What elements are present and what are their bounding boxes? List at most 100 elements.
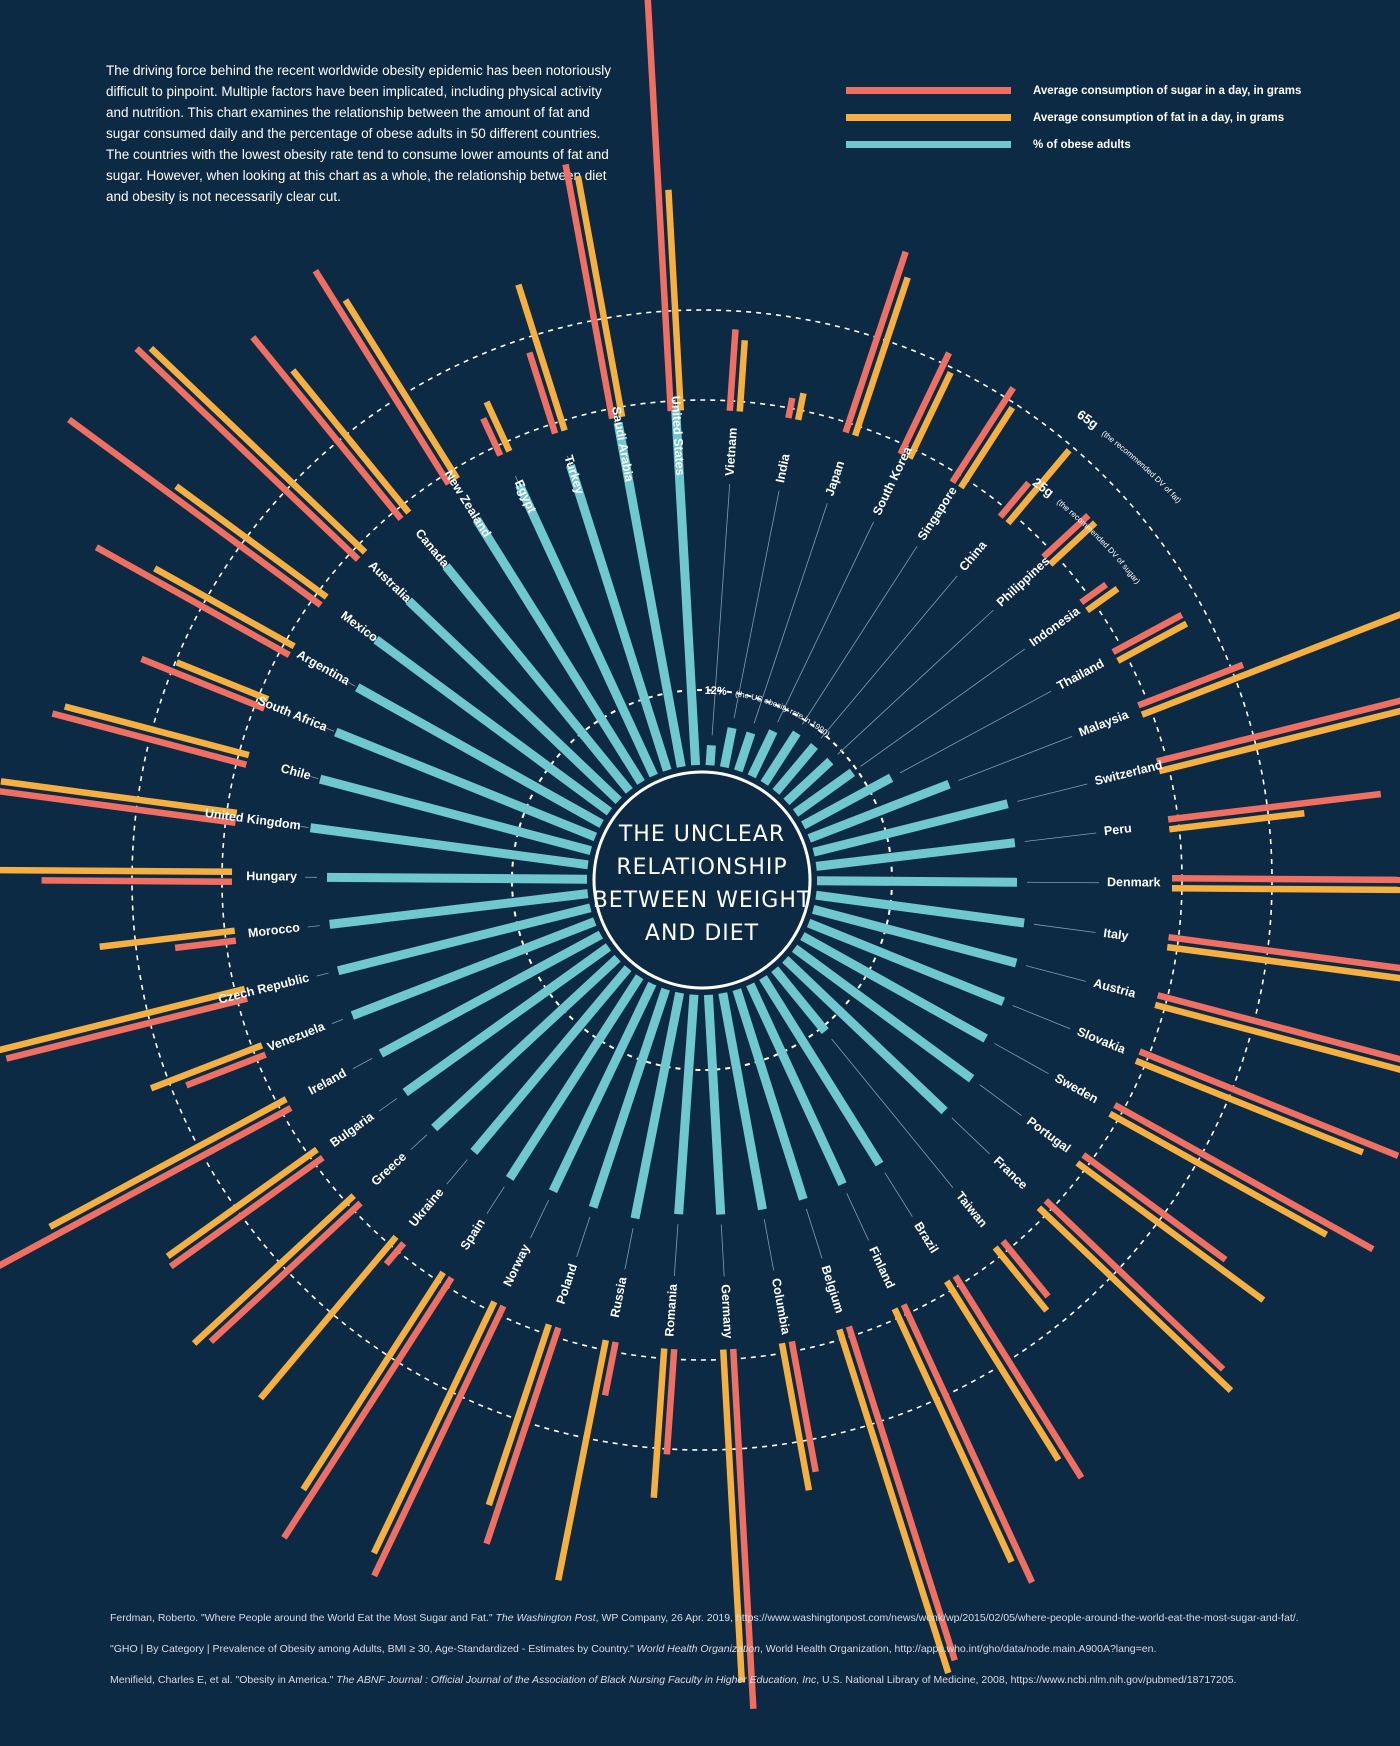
sugar-bar-italy [1168,933,1400,972]
reference-3-source: The ABNF Journal : Official Journal of t… [336,1674,817,1686]
leader-line-ukraine [446,1159,468,1185]
leader-line-singapore [801,546,918,725]
obesity-bar-australia [405,597,622,804]
leader-line-ireland [352,1058,373,1070]
leader-line-taiwan [831,1038,954,1188]
country-label-austria: Austria [1092,976,1138,1001]
country-label-venezuela: Venezuela [265,1019,327,1054]
obesity-bar-mexico [373,636,613,816]
fat-bar-india [795,392,807,421]
fat-bar-spain [300,1270,446,1492]
fat-bar-new-zealand [342,298,460,481]
country-label-saudi-arabia: Saudi Arabia [609,406,637,484]
sugar-bar-switzerland [1156,697,1400,765]
country-label-romania: Romania [662,1282,680,1337]
obesity-bar-morocco [329,889,589,929]
country-label-switzerland: Switzerland [1093,758,1164,788]
references: Ferdman, Roberto. "Where People around t… [110,1612,1310,1705]
country-label-argentina: Argentina [294,647,353,688]
ring-label-12-note: (the US obesity rate in 1990) [735,689,832,739]
fat-bar-taiwan [992,1245,1050,1313]
leader-line-norway [530,1199,549,1239]
fat-bar-peru [1168,809,1305,833]
obesity-bar-hungary [326,872,588,884]
sugar-bar-france [1043,1198,1226,1372]
country-label-greece: Greece [368,1149,409,1188]
fat-bar-turkey [515,283,568,432]
sugar-bar-bulgaria [168,1155,325,1270]
sugar-bar-philippines [1041,513,1091,560]
sugar-bar-greece [208,1200,363,1344]
fat-bar-canada [290,368,412,515]
legend-item-fat: Average consumption of fat in a day, in … [846,104,1301,131]
fat-bar-norway [371,1300,498,1555]
legend: Average consumption of sugar in a day, i… [846,77,1301,158]
leader-line-morocco [307,925,320,928]
fat-bar-philippines [1048,520,1098,567]
obesity-bar-canada [442,563,633,794]
ring-label-12-value: 12% [705,685,728,698]
obesity-bar-saudi-arabia [613,421,686,768]
obesity-bar-south-africa [334,727,598,842]
sugar-bar-denmark [1172,875,1400,884]
fat-bar-singapore [958,405,1016,490]
obesity-bar-czech-republic [337,903,592,976]
obesity-bar-poland [588,987,670,1209]
leader-line-indonesia [860,648,1026,767]
sugar-bar-taiwan [1000,1239,1051,1299]
fat-bar-russia [555,1339,609,1581]
sugar-bar-indonesia [1079,581,1109,605]
obesity-bar-vietnam [705,745,716,766]
sugar-bar-united-kingdom [0,788,236,827]
fat-bar-ukraine [258,1234,399,1401]
leader-line-austria [1025,965,1086,982]
country-label-united-kingdom: United Kingdom [204,806,302,833]
sugar-bar-mexico [67,416,323,608]
sugar-bar-hungary [41,877,232,885]
reference-1-source: The Washington Post [495,1612,596,1624]
sugar-bar-japan [842,250,909,434]
fat-bar-belgium [836,1328,952,1675]
fat-bar-japan [852,276,911,437]
sugar-bar-portugal [1081,1152,1228,1263]
country-label-sweden: Sweden [1052,1071,1100,1106]
country-label-united-states: United States [669,395,687,476]
fat-bar-columbia [778,1342,813,1491]
obesity-bar-indonesia [792,768,856,817]
fat-bar-italy [1166,943,1400,982]
country-label-spain: Spain [458,1216,488,1252]
sugar-bar-germany [729,1348,757,1710]
leader-line-peru [1024,832,1097,842]
country-label-france: France [991,1154,1030,1192]
ring-labels: 12% (the US obesity rate in 1990) 25g (t… [705,407,1184,739]
country-label-canada: Canada [413,526,453,571]
reference-3: Menifield, Charles E, et al. "Obesity in… [110,1674,1310,1687]
fat-bar-vietnam [736,340,748,412]
sugar-bar-morocco [174,937,237,952]
reference-1-text: Ferdman, Roberto. "Where People around t… [110,1612,496,1624]
sugar-bar-south-korea [897,351,952,456]
obesity-bar-finland [746,982,847,1186]
country-label-australia: Australia [366,558,415,606]
leader-line-germany [720,1224,725,1277]
fat-bar-malaysia [1140,611,1400,718]
legend-label-fat: Average consumption of fat in a day, in … [1033,111,1285,124]
sugar-bar-slovakia [1138,1048,1400,1159]
reference-2-details: , World Health Organization, http://apps… [759,1643,1157,1655]
leader-line-philippines [837,609,994,755]
country-label-malaysia: Malaysia [1077,707,1132,739]
obesity-bar-austria [812,905,1018,968]
obesity-bar-india [719,727,737,769]
obesity-bar-greece [431,954,621,1132]
leader-line-malaysia [958,736,1073,781]
obesity-bar-ukraine [470,965,632,1155]
obesity-bar-taiwan [771,966,829,1034]
leader-lines [300,395,1099,1277]
fat-bar-united-kingdom [0,778,238,817]
country-label-egypt: Egypt [512,478,540,516]
obesity-bar-portugal [791,944,975,1083]
legend-item-obesity: % of obese adults [846,131,1301,158]
leader-line-romania [673,1224,679,1277]
sugar-bar-czech-republic [5,995,248,1062]
sugar-bar-venezuela [185,1051,267,1089]
